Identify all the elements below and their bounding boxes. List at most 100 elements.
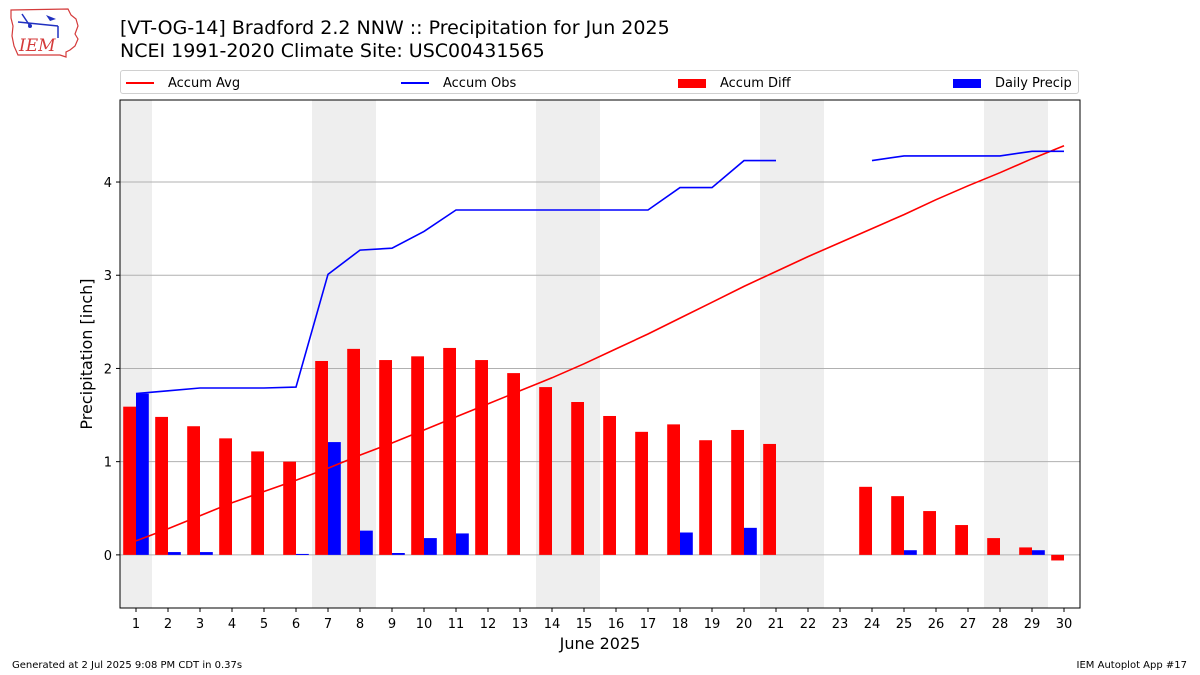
accum-diff-bar-day-26 [923, 511, 936, 555]
accum-diff-bar-day-15 [571, 402, 584, 555]
x-tick-label-11: 11 [448, 617, 465, 632]
x-tick-label-21: 21 [768, 617, 785, 632]
accum-diff-bar-day-9 [379, 360, 392, 555]
x-tick-label-16: 16 [608, 617, 625, 632]
daily-precip-bar-day-1 [136, 393, 149, 555]
daily-precip-bar-day-11 [456, 533, 469, 555]
y-tick-label-2: 2 [104, 362, 112, 377]
x-tick-label-24: 24 [864, 617, 881, 632]
accum-diff-bar-day-24 [859, 486, 872, 555]
daily-precip-bar-day-3 [200, 552, 213, 555]
x-tick-label-29: 29 [1024, 617, 1041, 632]
accum-diff-bar-day-7 [315, 360, 328, 555]
y-tick-label-3: 3 [104, 269, 112, 284]
daily-precip-bar-day-6 [296, 553, 309, 555]
x-tick-label-7: 7 [324, 617, 332, 632]
accum-diff-bar-day-14 [539, 387, 552, 555]
daily-precip-bar-day-10 [424, 538, 437, 555]
legend-label-accum-avg: Accum Avg [168, 75, 241, 91]
x-tick-label-17: 17 [640, 617, 657, 632]
plot-frame [119, 99, 1081, 609]
weekend-shade-day-28 [984, 100, 1016, 608]
daily-precip-bar-day-25 [904, 550, 917, 555]
daily-precip-bar-day-2 [168, 552, 181, 555]
x-tick-label-27: 27 [960, 617, 977, 632]
accum-diff-bar-day-20 [731, 429, 744, 555]
iem-logo: IEM [10, 8, 79, 58]
accum-diff-bar-day-13 [507, 373, 520, 555]
x-tick-label-14: 14 [544, 617, 561, 632]
daily-precip-bars [136, 393, 1045, 555]
accum-diff-bar-day-25 [891, 496, 904, 555]
accum-diff-bar-day-3 [187, 426, 200, 555]
daily-precip-bar-day-18 [680, 532, 693, 555]
accum-diff-bar-day-21 [763, 443, 776, 555]
legend-label-accum-diff: Accum Diff [720, 75, 791, 91]
x-tick-label-23: 23 [832, 617, 849, 632]
accum-diff-bar-day-29 [1019, 547, 1032, 555]
accum-diff-bar-day-30 [1051, 554, 1064, 561]
chart-legend: Accum Avg Accum Obs Accum Diff Daily Pre… [120, 70, 1079, 94]
x-tick-label-13: 13 [512, 617, 529, 632]
legend-item-daily-precip: Daily Precip [953, 74, 1072, 92]
gridlines [120, 181, 1080, 556]
legend-item-accum-diff: Accum Diff [678, 74, 791, 92]
accum-diff-bar-day-11 [443, 347, 456, 555]
daily-precip-bar-day-9 [392, 553, 405, 555]
accum-obs-line-segment-1 [135, 159, 776, 395]
x-tick-label-18: 18 [672, 617, 689, 632]
x-tick-label-30: 30 [1056, 617, 1073, 632]
accum-diff-bar-day-12 [475, 360, 488, 555]
y-tick-label-4: 4 [104, 176, 112, 191]
weekend-shade-day-29 [1016, 100, 1048, 608]
accum-diff-bar-day-28 [987, 538, 1000, 555]
legend-swatch-accum-avg [126, 82, 154, 84]
x-tick-label-9: 9 [388, 617, 396, 632]
weekend-shade-day-22 [792, 100, 824, 608]
daily-precip-bar-day-7 [328, 442, 341, 555]
x-tick-label-1: 1 [132, 617, 140, 632]
x-tick-label-12: 12 [480, 617, 497, 632]
x-tick-label-10: 10 [416, 617, 433, 632]
x-axis-label: June 2025 [559, 634, 641, 653]
daily-precip-bar-day-29 [1032, 550, 1045, 555]
accum-diff-bar-day-27 [955, 525, 968, 555]
accum-avg-line-segment-1 [135, 144, 1065, 542]
accum-obs-line-segment-2 [871, 150, 1064, 162]
x-axis: 1 2 3 4 5 6 7 8 9 10 11 12 13 14 15 16 17 18 19 20 21 22 23 24 2… [132, 608, 1072, 632]
y-tick-label-0: 0 [104, 549, 112, 564]
accum-diff-bar-day-4 [219, 438, 232, 555]
legend-label-daily-precip: Daily Precip [995, 75, 1072, 91]
x-tick-label-5: 5 [260, 617, 268, 632]
y-axis: 0 1 2 3 4 [104, 176, 120, 564]
x-tick-label-20: 20 [736, 617, 753, 632]
x-tick-label-15: 15 [576, 617, 593, 632]
x-tick-label-22: 22 [800, 617, 817, 632]
x-tick-label-2: 2 [164, 617, 172, 632]
accum-diff-bar-day-2 [155, 416, 168, 555]
legend-swatch-accum-obs [401, 82, 429, 84]
accum-diff-bar-day-6 [283, 461, 296, 555]
iowa-outline-icon [10, 8, 79, 58]
legend-swatch-daily-precip [953, 78, 981, 88]
x-tick-label-28: 28 [992, 617, 1009, 632]
generated-timestamp: Generated at 2 Jul 2025 9:08 PM CDT in 0… [12, 660, 243, 671]
series-lines [135, 144, 1065, 542]
x-tick-label-3: 3 [196, 617, 204, 632]
accum-diff-bar-day-10 [411, 356, 424, 555]
x-tick-label-19: 19 [704, 617, 721, 632]
logo-text: IEM [18, 36, 56, 56]
daily-precip-bar-day-8 [360, 530, 373, 555]
accum-diff-bar-day-17 [635, 431, 648, 555]
accum-diff-bars [123, 347, 1064, 561]
chart-title: [VT-OG-14] Bradford 2.2 NNW :: Precipita… [120, 17, 670, 39]
legend-item-accum-avg: Accum Avg [126, 74, 240, 92]
accum-diff-bar-day-18 [667, 424, 680, 555]
x-tick-label-6: 6 [292, 617, 300, 632]
daily-precip-bar-day-20 [744, 527, 757, 555]
y-axis-label: Precipitation [inch] [77, 278, 96, 429]
accum-diff-bar-day-5 [251, 451, 264, 555]
chart-subtitle: NCEI 1991-2020 Climate Site: USC00431565 [120, 40, 545, 62]
x-tick-label-8: 8 [356, 617, 364, 632]
